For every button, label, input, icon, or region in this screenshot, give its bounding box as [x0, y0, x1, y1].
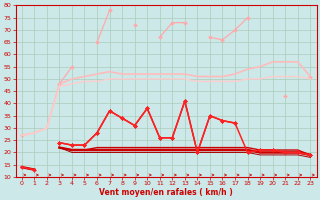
X-axis label: Vent moyen/en rafales ( km/h ): Vent moyen/en rafales ( km/h )	[99, 188, 233, 197]
